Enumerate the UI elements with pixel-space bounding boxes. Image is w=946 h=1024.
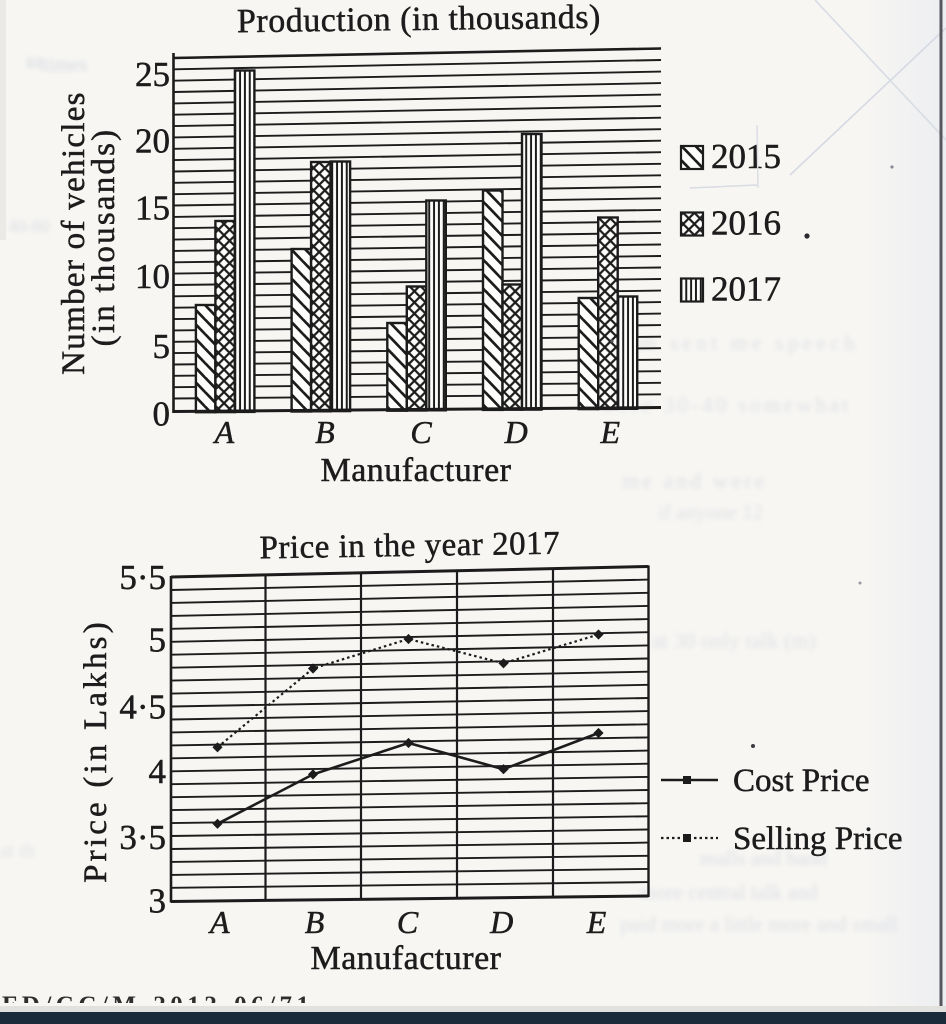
svg-text:5: 5 (149, 621, 167, 660)
svg-text:Selling Price: Selling Price (733, 821, 903, 857)
svg-text:4: 4 (149, 752, 167, 791)
svg-text:Number of vehicles: Number of vehicles (56, 91, 92, 375)
svg-text:(in thousands): (in thousands) (86, 128, 122, 347)
svg-text:2015: 2015 (711, 137, 781, 176)
svg-text:Cost Price: Cost Price (733, 763, 870, 799)
svg-text:20: 20 (135, 121, 170, 160)
svg-text:C: C (410, 414, 432, 450)
svg-text:15: 15 (135, 189, 170, 228)
svg-text:25: 25 (135, 55, 170, 94)
svg-text:Manufacturer: Manufacturer (310, 940, 501, 977)
svg-text:2016: 2016 (711, 204, 781, 243)
svg-text:4·5: 4·5 (119, 688, 166, 727)
svg-text:Price in the year 2017: Price in the year 2017 (259, 526, 560, 567)
svg-text:3: 3 (149, 881, 167, 920)
svg-text:D: D (489, 904, 513, 940)
svg-text:5: 5 (153, 327, 171, 366)
svg-text:C: C (397, 904, 419, 940)
svg-text:A: A (213, 414, 235, 450)
svg-text:2017: 2017 (711, 270, 781, 309)
svg-text:B: B (305, 904, 325, 940)
svg-text:3·5: 3·5 (119, 818, 166, 857)
svg-text:E: E (586, 904, 607, 940)
svg-text:Price (in Lakhs): Price (in Lakhs) (78, 619, 114, 883)
svg-text:Manufacturer: Manufacturer (320, 452, 511, 489)
svg-text:10: 10 (135, 257, 170, 296)
svg-text:A: A (208, 904, 230, 940)
svg-text:E: E (600, 414, 621, 450)
svg-text:D: D (504, 414, 528, 450)
svg-text:Production (in thousands): Production (in thousands) (237, 0, 601, 40)
svg-text:5·5: 5·5 (119, 558, 166, 597)
svg-text:B: B (315, 414, 335, 450)
svg-text:0: 0 (153, 395, 171, 434)
